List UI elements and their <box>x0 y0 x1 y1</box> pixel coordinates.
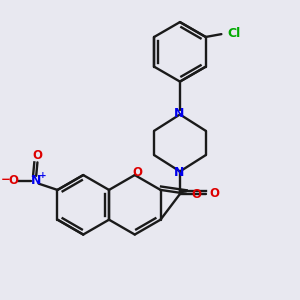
Text: N: N <box>31 174 41 187</box>
Text: O: O <box>8 174 18 187</box>
Text: O: O <box>209 188 219 200</box>
Text: O: O <box>191 188 201 201</box>
Text: Cl: Cl <box>227 27 240 40</box>
Text: +: + <box>39 171 46 180</box>
Text: N: N <box>174 107 184 120</box>
Text: O: O <box>32 149 42 162</box>
Text: O: O <box>132 166 142 179</box>
Text: N: N <box>174 166 184 179</box>
Text: −: − <box>1 173 11 186</box>
